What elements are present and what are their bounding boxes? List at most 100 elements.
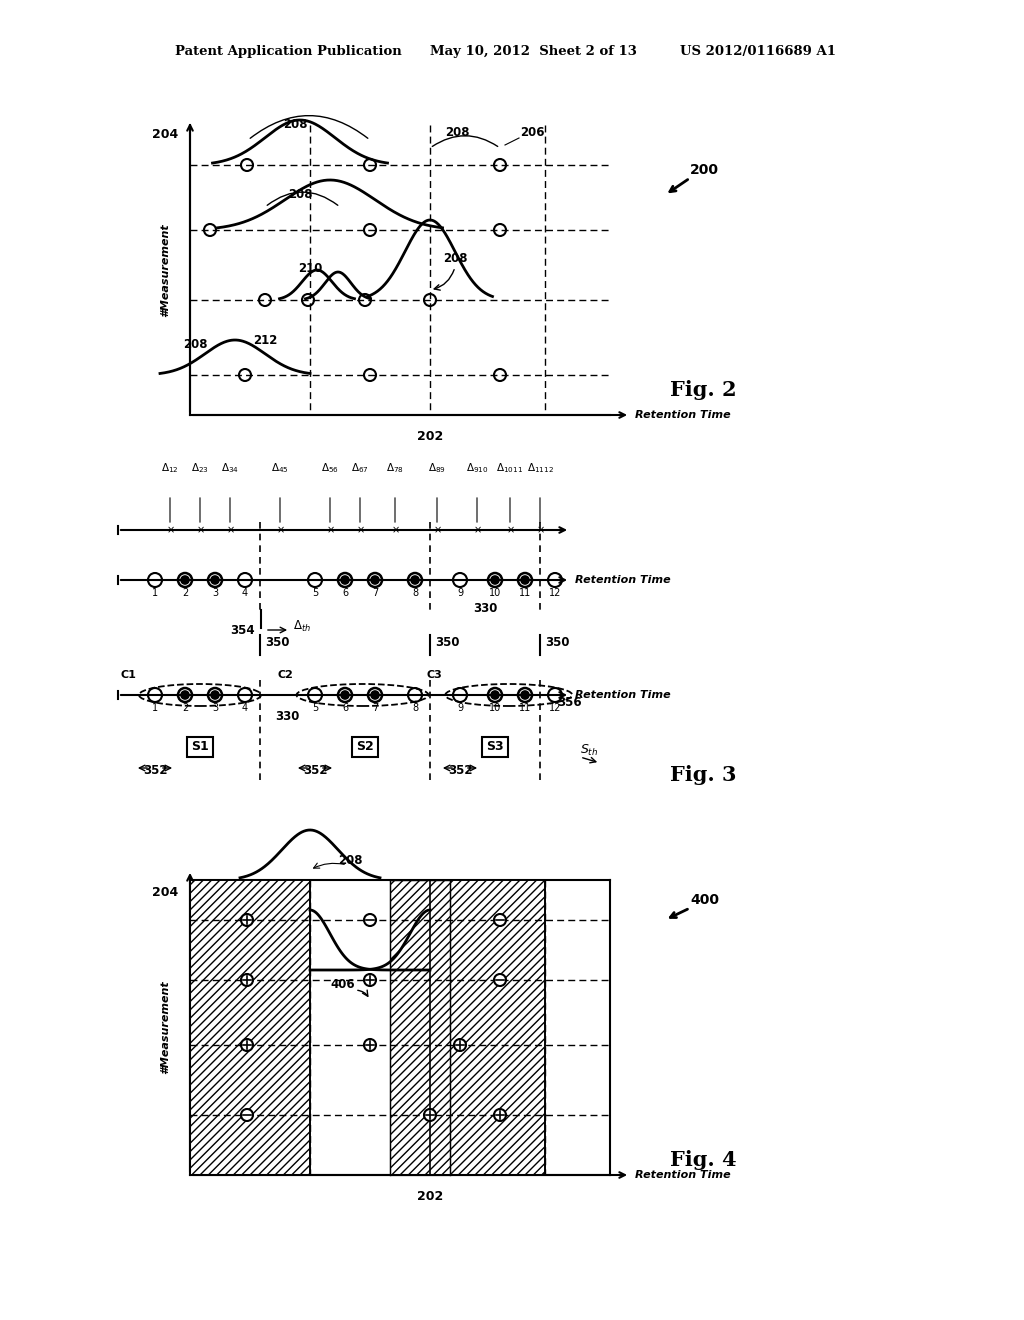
- Text: 8: 8: [412, 587, 418, 598]
- Bar: [430, 880, 545, 1175]
- Text: #Measurement: #Measurement: [160, 223, 170, 317]
- Circle shape: [181, 690, 189, 700]
- Circle shape: [490, 690, 499, 700]
- Text: 356: 356: [557, 697, 582, 710]
- Circle shape: [241, 913, 253, 927]
- Bar: [390, 880, 450, 1175]
- Text: 1: 1: [152, 704, 158, 713]
- Text: 330: 330: [473, 602, 498, 615]
- Text: Retention Time: Retention Time: [635, 411, 731, 420]
- Text: 208: 208: [283, 119, 307, 132]
- Text: $\times$: $\times$: [166, 525, 174, 535]
- Text: Fig. 3: Fig. 3: [670, 766, 736, 785]
- Circle shape: [211, 690, 219, 700]
- Text: #Measurement: #Measurement: [160, 981, 170, 1074]
- Text: 11: 11: [519, 704, 531, 713]
- Text: 352: 352: [142, 763, 167, 776]
- Circle shape: [494, 1109, 506, 1121]
- Text: $\times$: $\times$: [196, 525, 205, 535]
- Text: $\times$: $\times$: [536, 525, 545, 535]
- Circle shape: [494, 974, 506, 986]
- Text: $\times$: $\times$: [506, 525, 514, 535]
- Text: 210: 210: [298, 261, 323, 275]
- Circle shape: [241, 974, 253, 986]
- Text: $\Delta_{89}$: $\Delta_{89}$: [428, 461, 446, 475]
- Text: $\times$: $\times$: [390, 525, 399, 535]
- Text: 10: 10: [488, 704, 501, 713]
- Circle shape: [364, 1039, 376, 1051]
- Text: 5: 5: [312, 587, 318, 598]
- Text: 9: 9: [457, 704, 463, 713]
- Text: S2: S2: [356, 741, 374, 754]
- Text: 10: 10: [488, 587, 501, 598]
- Text: $\times$: $\times$: [326, 525, 335, 535]
- Text: $\Delta_{1112}$: $\Delta_{1112}$: [526, 461, 553, 475]
- Text: 208: 208: [182, 338, 207, 351]
- Bar: [190, 880, 310, 1175]
- Circle shape: [181, 576, 189, 583]
- Text: 4: 4: [242, 704, 248, 713]
- Text: 208: 208: [288, 189, 312, 202]
- Text: Retention Time: Retention Time: [635, 1170, 731, 1180]
- Text: $\Delta_{45}$: $\Delta_{45}$: [271, 461, 289, 475]
- Circle shape: [241, 1109, 253, 1121]
- Circle shape: [341, 576, 349, 583]
- Text: $\Delta_{1011}$: $\Delta_{1011}$: [497, 461, 523, 475]
- Text: Retention Time: Retention Time: [575, 690, 671, 700]
- Text: 330: 330: [274, 710, 299, 723]
- Text: 350: 350: [265, 635, 290, 648]
- Circle shape: [411, 576, 419, 583]
- Circle shape: [364, 913, 376, 927]
- Text: 202: 202: [417, 430, 443, 444]
- Text: $\Delta_{th}$: $\Delta_{th}$: [293, 619, 311, 634]
- Circle shape: [241, 1039, 253, 1051]
- Text: 12: 12: [549, 587, 561, 598]
- Circle shape: [424, 1109, 436, 1121]
- Text: 2: 2: [182, 587, 188, 598]
- Circle shape: [364, 974, 376, 986]
- Text: 202: 202: [417, 1191, 443, 1203]
- Text: 4: 4: [242, 587, 248, 598]
- Text: 2: 2: [182, 704, 188, 713]
- Text: $\Delta_{56}$: $\Delta_{56}$: [322, 461, 339, 475]
- Text: May 10, 2012  Sheet 2 of 13: May 10, 2012 Sheet 2 of 13: [430, 45, 637, 58]
- Text: $\times$: $\times$: [225, 525, 234, 535]
- Circle shape: [494, 913, 506, 927]
- Text: 7: 7: [372, 587, 378, 598]
- Text: 9: 9: [457, 587, 463, 598]
- Text: Retention Time: Retention Time: [575, 576, 671, 585]
- Text: 204: 204: [152, 886, 178, 899]
- Text: 200: 200: [690, 162, 719, 177]
- Text: US 2012/0116689 A1: US 2012/0116689 A1: [680, 45, 836, 58]
- Text: 6: 6: [342, 704, 348, 713]
- Circle shape: [490, 576, 499, 583]
- Text: 3: 3: [212, 704, 218, 713]
- Text: 1: 1: [152, 587, 158, 598]
- Text: 8: 8: [412, 704, 418, 713]
- Text: 6: 6: [342, 587, 348, 598]
- Text: 352: 352: [447, 763, 472, 776]
- Text: 212: 212: [253, 334, 278, 346]
- Text: 350: 350: [545, 635, 569, 648]
- Text: $\times$: $\times$: [432, 525, 441, 535]
- Text: Fig. 4: Fig. 4: [670, 1150, 736, 1170]
- Text: 406: 406: [330, 978, 354, 991]
- Circle shape: [521, 576, 529, 583]
- Text: $\Delta_{78}$: $\Delta_{78}$: [386, 461, 404, 475]
- Text: 204: 204: [152, 128, 178, 141]
- Text: Fig. 2: Fig. 2: [670, 380, 736, 400]
- Text: 7: 7: [372, 704, 378, 713]
- Text: 354: 354: [230, 623, 255, 636]
- Text: $\times$: $\times$: [355, 525, 365, 535]
- Text: C3: C3: [427, 671, 442, 680]
- Text: Patent Application Publication: Patent Application Publication: [175, 45, 401, 58]
- Circle shape: [341, 690, 349, 700]
- Circle shape: [371, 690, 379, 700]
- Text: C1: C1: [120, 671, 136, 680]
- Text: $\Delta_{12}$: $\Delta_{12}$: [161, 461, 179, 475]
- Text: 12: 12: [549, 704, 561, 713]
- Text: S1: S1: [191, 741, 209, 754]
- Circle shape: [211, 576, 219, 583]
- Text: 400: 400: [690, 894, 719, 907]
- Text: 5: 5: [312, 704, 318, 713]
